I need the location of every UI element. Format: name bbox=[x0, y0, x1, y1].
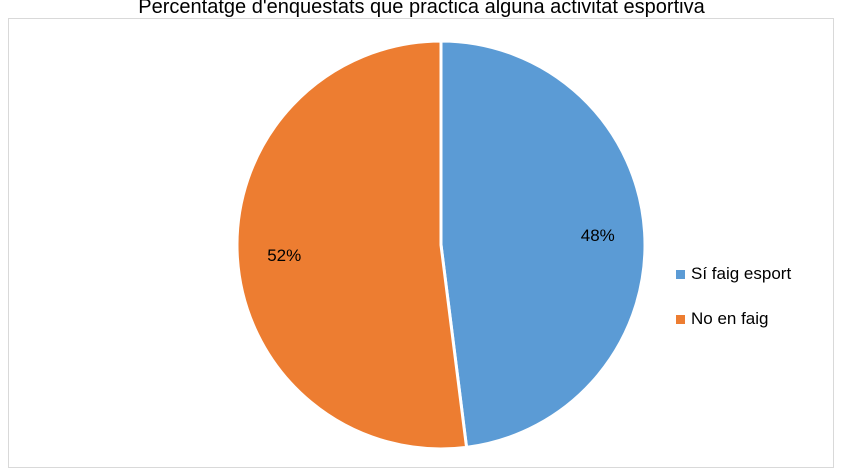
legend: Sí faig esport No en faig bbox=[676, 263, 836, 353]
legend-item-si-faig-esport: Sí faig esport bbox=[676, 263, 836, 285]
legend-swatch-no-en-faig bbox=[676, 314, 685, 324]
pie-slice-no-en-faig bbox=[235, 39, 469, 451]
data-label-si-faig-esport: 48% bbox=[581, 226, 615, 245]
chart-title: Percentatge d'enquestats que practica al… bbox=[138, 0, 705, 18]
data-label-no-en-faig: 52% bbox=[267, 246, 301, 265]
legend-item-no-en-faig: No en faig bbox=[676, 308, 836, 330]
legend-label-si-faig-esport: Sí faig esport bbox=[691, 264, 792, 283]
legend-swatch-si-faig-esport bbox=[676, 269, 685, 279]
legend-label-no-en-faig: No en faig bbox=[691, 309, 769, 328]
pie-slice-si-faig-esport bbox=[439, 39, 647, 449]
